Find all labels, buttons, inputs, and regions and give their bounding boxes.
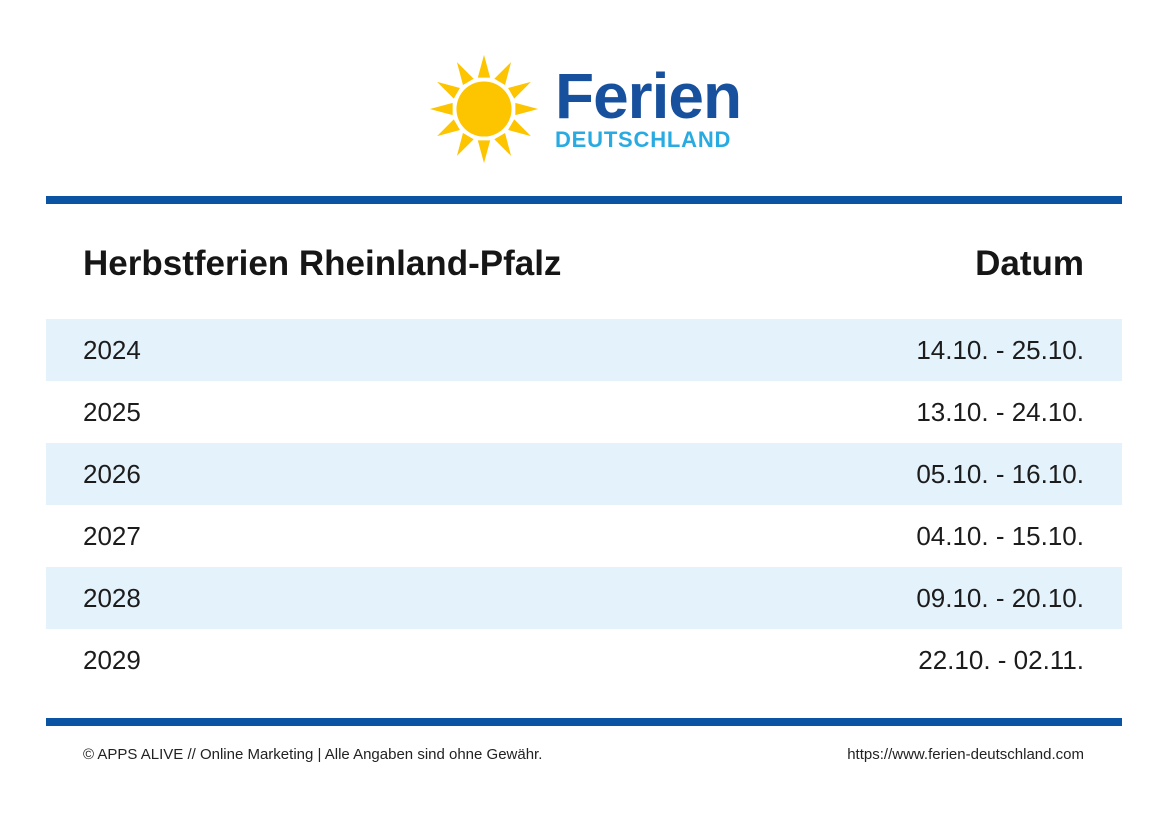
date-column-header: Datum <box>975 244 1084 283</box>
footer: © APPS ALIVE // Online Marketing | Alle … <box>46 746 1122 763</box>
row-date: 09.10. - 20.10. <box>916 582 1084 613</box>
table-row: 2024 14.10. - 25.10. <box>46 319 1122 381</box>
row-year: 2026 <box>83 458 141 489</box>
table-row: 2027 04.10. - 15.10. <box>46 505 1122 567</box>
row-date: 04.10. - 15.10. <box>916 520 1084 551</box>
row-date: 05.10. - 16.10. <box>916 458 1084 489</box>
holiday-table: Herbstferien Rheinland-Pfalz Datum 2024 … <box>46 204 1122 691</box>
row-year: 2024 <box>83 334 141 365</box>
row-date: 22.10. - 02.11. <box>918 644 1084 675</box>
table-rows: 2024 14.10. - 25.10. 2025 13.10. - 24.10… <box>46 319 1122 691</box>
table-header: Herbstferien Rheinland-Pfalz Datum <box>46 204 1122 319</box>
top-divider <box>46 196 1122 204</box>
row-date: 14.10. - 25.10. <box>916 334 1084 365</box>
footer-url: https://www.ferien-deutschland.com <box>847 746 1084 763</box>
logo-text: Ferien DEUTSCHLAND <box>554 60 742 152</box>
footer-copyright: © APPS ALIVE // Online Marketing | Alle … <box>83 746 543 763</box>
sun-icon <box>429 54 539 163</box>
brand-name: Ferien <box>554 60 742 133</box>
row-year: 2025 <box>83 396 141 427</box>
table-row: 2025 13.10. - 24.10. <box>46 381 1122 443</box>
table-row: 2029 22.10. - 02.11. <box>46 629 1122 691</box>
row-year: 2028 <box>83 582 141 613</box>
brand-subtitle: DEUTSCHLAND <box>554 126 732 152</box>
row-year: 2027 <box>83 520 141 551</box>
row-year: 2029 <box>83 644 141 675</box>
row-date: 13.10. - 24.10. <box>916 396 1084 427</box>
table-row: 2026 05.10. - 16.10. <box>46 443 1122 505</box>
bottom-divider <box>46 718 1122 726</box>
logo-area: Ferien DEUTSCHLAND <box>0 0 1168 165</box>
ferien-deutschland-logo: Ferien DEUTSCHLAND <box>427 52 742 166</box>
table-row: 2028 09.10. - 20.10. <box>46 567 1122 629</box>
page-title: Herbstferien Rheinland-Pfalz <box>83 244 562 283</box>
